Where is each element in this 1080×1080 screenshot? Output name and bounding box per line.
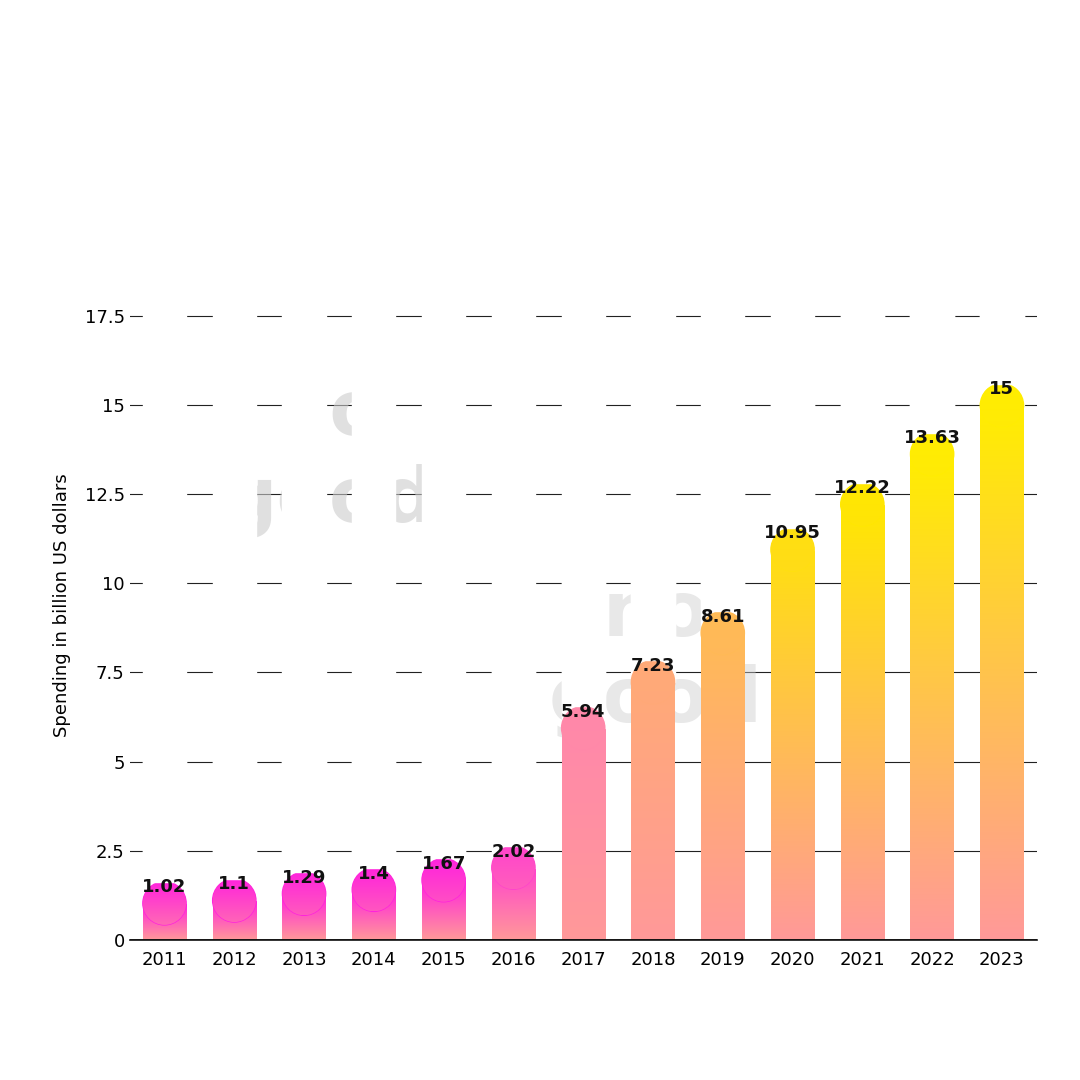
Bar xyxy=(632,0,675,683)
Text: 13.63: 13.63 xyxy=(904,429,960,447)
Bar xyxy=(771,350,814,528)
Ellipse shape xyxy=(562,706,605,750)
Bar xyxy=(143,191,186,903)
Ellipse shape xyxy=(352,868,395,912)
Ellipse shape xyxy=(981,383,1024,427)
Ellipse shape xyxy=(632,661,675,704)
Ellipse shape xyxy=(771,528,814,571)
Text: 1.29: 1.29 xyxy=(282,868,326,887)
Bar xyxy=(701,0,744,633)
Bar xyxy=(491,667,535,846)
Bar xyxy=(352,177,395,890)
Bar xyxy=(910,255,954,432)
Text: 5.94: 5.94 xyxy=(561,703,606,721)
Bar xyxy=(422,680,465,859)
Bar xyxy=(491,156,535,867)
Bar xyxy=(283,181,326,893)
Text: 2.02: 2.02 xyxy=(491,842,536,861)
Text: 12.22: 12.22 xyxy=(834,480,891,497)
Ellipse shape xyxy=(283,872,326,915)
Text: 15: 15 xyxy=(989,380,1014,399)
Bar xyxy=(981,205,1024,383)
Bar xyxy=(213,188,256,901)
Ellipse shape xyxy=(491,846,535,889)
Bar xyxy=(283,694,326,872)
Ellipse shape xyxy=(840,483,883,526)
Bar xyxy=(143,703,186,881)
Bar xyxy=(562,16,605,728)
Text: 1.4: 1.4 xyxy=(357,865,390,882)
Bar xyxy=(771,0,814,550)
Text: no
good: no good xyxy=(549,578,762,739)
Text: 8.61: 8.61 xyxy=(701,608,745,625)
Bar xyxy=(840,305,883,483)
Bar xyxy=(910,0,954,454)
Bar xyxy=(632,483,675,661)
Ellipse shape xyxy=(422,859,465,902)
Bar xyxy=(701,433,744,611)
Ellipse shape xyxy=(910,432,954,476)
Bar xyxy=(981,0,1024,405)
Bar xyxy=(422,167,465,880)
Bar xyxy=(562,528,605,706)
Text: 1.1: 1.1 xyxy=(218,875,251,893)
Y-axis label: Spending in billion US dollars: Spending in billion US dollars xyxy=(53,473,70,737)
Bar xyxy=(352,690,395,868)
Text: no
good: no good xyxy=(222,377,436,538)
Ellipse shape xyxy=(701,611,744,654)
Text: 7.23: 7.23 xyxy=(631,657,675,675)
Bar xyxy=(840,0,883,504)
Bar xyxy=(213,701,256,879)
Text: 1.67: 1.67 xyxy=(421,855,465,873)
Ellipse shape xyxy=(213,879,256,922)
Ellipse shape xyxy=(143,881,186,924)
Text: 10.95: 10.95 xyxy=(765,525,821,542)
Text: 1.02: 1.02 xyxy=(143,878,187,896)
